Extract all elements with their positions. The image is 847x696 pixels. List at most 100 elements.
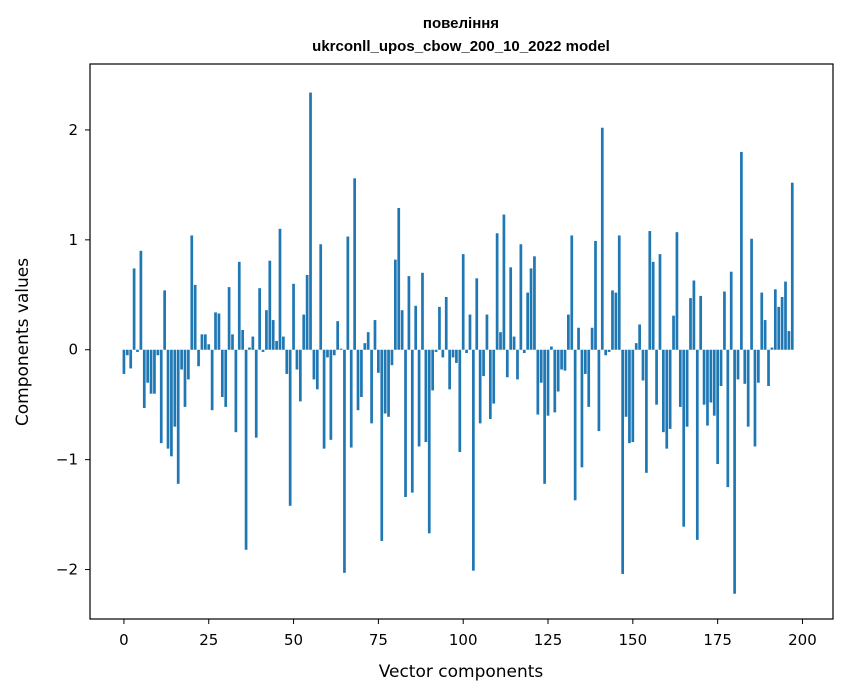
bar bbox=[790, 182, 794, 350]
x-tick-label: 75 bbox=[369, 631, 388, 649]
bar bbox=[248, 347, 251, 350]
bar bbox=[353, 178, 356, 350]
bar bbox=[275, 340, 278, 350]
bar bbox=[193, 284, 197, 350]
bar bbox=[512, 336, 516, 350]
bar bbox=[346, 236, 350, 350]
bar bbox=[672, 315, 675, 350]
bar bbox=[482, 349, 485, 377]
bar bbox=[533, 256, 536, 350]
bar bbox=[176, 349, 180, 484]
bar bbox=[173, 349, 177, 427]
bar bbox=[234, 349, 238, 433]
bar bbox=[543, 349, 546, 484]
bar bbox=[784, 281, 787, 350]
bar bbox=[746, 349, 750, 427]
bar bbox=[349, 349, 353, 448]
bar bbox=[438, 306, 441, 350]
bar bbox=[702, 349, 706, 405]
bar bbox=[339, 348, 343, 350]
bar bbox=[125, 349, 129, 356]
bar bbox=[753, 349, 757, 447]
bar bbox=[400, 310, 404, 350]
bar bbox=[750, 238, 753, 350]
bar bbox=[231, 334, 234, 350]
bar bbox=[505, 349, 509, 378]
bar bbox=[689, 298, 692, 350]
bar bbox=[648, 231, 652, 350]
bar bbox=[278, 228, 282, 350]
bar bbox=[580, 349, 584, 468]
bar bbox=[434, 349, 438, 352]
bar bbox=[268, 260, 272, 350]
bar bbox=[417, 349, 421, 447]
bar bbox=[214, 312, 217, 350]
bar bbox=[638, 324, 641, 350]
bar bbox=[285, 349, 289, 374]
y-axis-label: Components values bbox=[13, 258, 33, 426]
bar bbox=[258, 288, 261, 350]
bar bbox=[288, 349, 292, 506]
bar bbox=[312, 349, 316, 380]
bar bbox=[760, 292, 764, 350]
bar bbox=[244, 349, 248, 550]
bar bbox=[251, 336, 255, 350]
bar bbox=[770, 347, 774, 350]
x-tick-label: 200 bbox=[788, 631, 817, 649]
bar bbox=[455, 349, 458, 363]
bar bbox=[563, 349, 567, 371]
chart-title-line1: повеління bbox=[423, 15, 499, 32]
bar bbox=[302, 314, 306, 350]
bar bbox=[377, 349, 380, 373]
bar bbox=[380, 349, 384, 541]
bar bbox=[472, 349, 475, 571]
bar bbox=[410, 349, 414, 493]
bar bbox=[495, 233, 499, 350]
y-tick-label: 2 bbox=[68, 121, 78, 139]
bar bbox=[329, 349, 333, 440]
bar bbox=[370, 349, 373, 424]
bar bbox=[621, 349, 625, 574]
bar bbox=[448, 349, 451, 390]
bar bbox=[526, 292, 530, 350]
bar bbox=[607, 349, 611, 352]
bar bbox=[237, 261, 241, 350]
bar bbox=[366, 332, 370, 350]
bar bbox=[546, 349, 550, 416]
bar bbox=[305, 275, 309, 350]
bar bbox=[407, 276, 411, 350]
bar bbox=[556, 349, 560, 392]
y-axis-ticks: −2 −1 0 1 2 bbox=[56, 121, 90, 579]
bar bbox=[298, 349, 302, 402]
bar bbox=[729, 271, 733, 350]
bar bbox=[743, 349, 747, 384]
bar bbox=[631, 349, 635, 443]
bar bbox=[726, 349, 730, 488]
bar bbox=[716, 349, 719, 465]
x-axis-label: Vector components bbox=[379, 662, 544, 682]
bar bbox=[451, 349, 455, 358]
bar bbox=[767, 349, 770, 387]
bar bbox=[763, 320, 767, 350]
bar bbox=[292, 283, 295, 350]
bar bbox=[668, 349, 672, 429]
bar bbox=[146, 349, 150, 383]
bar bbox=[723, 291, 726, 350]
bar bbox=[132, 268, 136, 350]
bar bbox=[468, 314, 472, 350]
y-tick-label: 1 bbox=[68, 231, 78, 249]
bar bbox=[424, 349, 428, 443]
bar bbox=[414, 305, 418, 350]
bar bbox=[488, 349, 492, 419]
y-tick-label: −2 bbox=[56, 561, 78, 579]
bar bbox=[678, 349, 682, 407]
bar bbox=[159, 349, 163, 444]
bar bbox=[360, 349, 363, 397]
bar bbox=[210, 349, 214, 411]
bar bbox=[465, 349, 468, 354]
bar bbox=[356, 349, 360, 411]
bar bbox=[600, 127, 604, 350]
bar bbox=[560, 349, 563, 370]
bar bbox=[441, 349, 445, 358]
bar bbox=[583, 349, 587, 374]
